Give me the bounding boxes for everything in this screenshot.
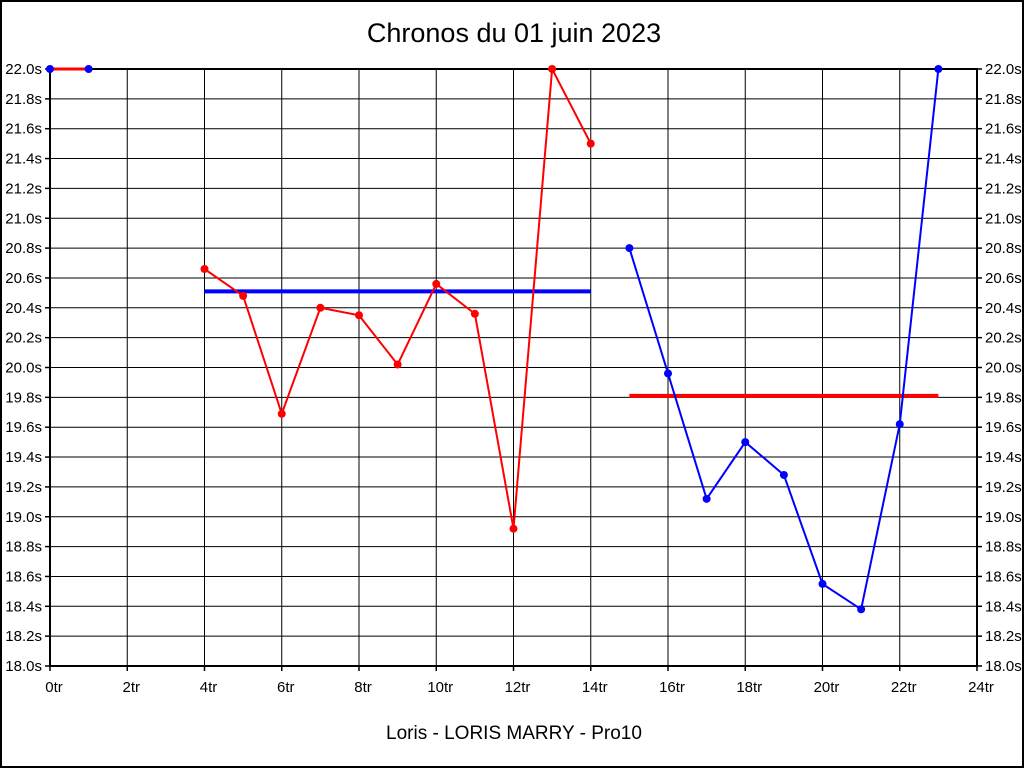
chrono-blue-laps-marker (895, 420, 904, 429)
y-axis-label-right: 18.8s (985, 539, 1022, 556)
chrono-start-segment-marker (84, 65, 93, 73)
chrono-red-laps-marker (432, 279, 441, 288)
y-axis-label-left: 18.6s (5, 568, 42, 585)
axis-label-group: 22.0s 22.0s 21.8s 21.8s 21.6s 21.6s 21.4s 21.4s… (5, 61, 1021, 696)
x-axis-label: 12tr (505, 679, 531, 696)
chrono-blue-laps-marker (818, 579, 827, 588)
y-axis-label-left: 18.0s (5, 658, 42, 675)
x-axis-label: 16tr (659, 679, 685, 696)
chrono-red-laps-marker (200, 264, 209, 273)
y-axis-label-left: 22.0s (5, 61, 42, 78)
y-axis-label-right: 18.6s (985, 568, 1022, 585)
y-axis-label-left: 21.0s (5, 210, 42, 227)
y-axis-label-left: 19.8s (5, 389, 42, 406)
y-axis-label-right: 21.8s (985, 91, 1022, 108)
x-axis-label: 22tr (891, 679, 917, 696)
grid-group (49, 68, 978, 667)
y-axis-label-left: 20.4s (5, 300, 42, 317)
y-axis-label-left: 18.4s (5, 598, 42, 615)
chrono-blue-laps-marker (741, 438, 750, 447)
y-axis-label-right: 19.2s (985, 479, 1022, 496)
chrono-blue-laps-marker (625, 244, 634, 253)
chrono-start-segment-marker (46, 65, 54, 73)
x-axis-label: 8tr (354, 679, 372, 696)
y-axis-label-right: 18.2s (985, 628, 1022, 645)
x-axis-label: 2tr (122, 679, 140, 696)
chrono-red-laps-marker (586, 139, 595, 148)
y-axis-label-left: 20.0s (5, 360, 42, 377)
x-axis-label: 14tr (582, 679, 608, 696)
chrono-blue-laps-marker (779, 470, 788, 479)
chrono-red-laps-line (203, 65, 592, 529)
x-axis-label: 10tr (427, 679, 453, 696)
x-axis-label: 0tr (45, 679, 63, 696)
x-axis-label: 20tr (814, 679, 840, 696)
series-group (46, 65, 943, 614)
y-axis-label-left: 21.6s (5, 121, 42, 138)
y-axis-label-right: 20.0s (985, 360, 1022, 377)
y-axis-label-left: 20.6s (5, 270, 42, 287)
y-axis-label-left: 19.6s (5, 419, 42, 436)
chrono-red-laps-marker (277, 409, 286, 418)
chrono-red-laps-marker (470, 309, 479, 318)
y-axis-label-left: 19.0s (5, 509, 42, 526)
y-axis-label-right: 19.0s (985, 509, 1022, 526)
chrono-blue-laps-marker (934, 65, 943, 73)
series-chrono-blue-laps (625, 65, 943, 614)
chrono-red-laps-marker (239, 291, 248, 300)
chrono-red-laps-marker (548, 65, 557, 73)
y-axis-label-left: 18.2s (5, 628, 42, 645)
chrono-red-laps-marker (509, 524, 518, 533)
y-axis-label-right: 20.4s (985, 300, 1022, 317)
y-axis-label-right: 21.2s (985, 180, 1022, 197)
y-axis-label-left: 19.4s (5, 449, 42, 466)
chart-caption: Loris - LORIS MARRY - Pro10 (386, 723, 642, 744)
y-axis-label-right: 21.4s (985, 151, 1022, 168)
y-axis-label-right: 19.6s (985, 419, 1022, 436)
y-axis-label-right: 21.6s (985, 121, 1022, 138)
y-axis-label-right: 20.2s (985, 330, 1022, 347)
y-axis-label-left: 21.2s (5, 180, 42, 197)
y-axis-label-right: 21.0s (985, 210, 1022, 227)
x-axis-label: 6tr (277, 679, 295, 696)
chrono-red-laps-marker (393, 360, 402, 369)
y-axis-label-left: 18.8s (5, 539, 42, 556)
y-axis-label-right: 19.8s (985, 389, 1022, 406)
chrono-blue-laps-line (628, 68, 940, 611)
chrono-blue-laps-marker (664, 369, 672, 378)
chart-title: Chronos du 01 juin 2023 (366, 18, 662, 48)
y-axis-label-right: 22.0s (985, 61, 1022, 78)
y-axis-label-right: 19.4s (985, 449, 1022, 466)
y-axis-label-right: 20.8s (985, 240, 1022, 257)
chrono-blue-laps-marker (857, 605, 866, 614)
y-axis-label-left: 20.8s (5, 240, 42, 257)
y-axis-label-left: 19.2s (5, 479, 42, 496)
x-axis-label: 4tr (200, 679, 218, 696)
y-axis-label-left: 21.8s (5, 91, 42, 108)
x-axis-label: 24tr (968, 679, 994, 696)
y-axis-label-right: 18.0s (985, 658, 1022, 675)
chrono-red-laps-marker (355, 311, 363, 320)
reference-line-group (204, 289, 939, 398)
y-axis-label-left: 21.4s (5, 151, 42, 168)
x-axis-label: 18tr (736, 679, 762, 696)
y-axis-label-left: 20.2s (5, 330, 42, 347)
chrono-red-laps-marker (316, 303, 325, 312)
y-axis-label-right: 18.4s (985, 598, 1022, 615)
chrono-blue-laps-marker (702, 494, 711, 503)
series-chrono-start-segment (46, 65, 93, 73)
series-chrono-red-laps (200, 65, 595, 533)
y-axis-label-right: 20.6s (985, 270, 1022, 287)
